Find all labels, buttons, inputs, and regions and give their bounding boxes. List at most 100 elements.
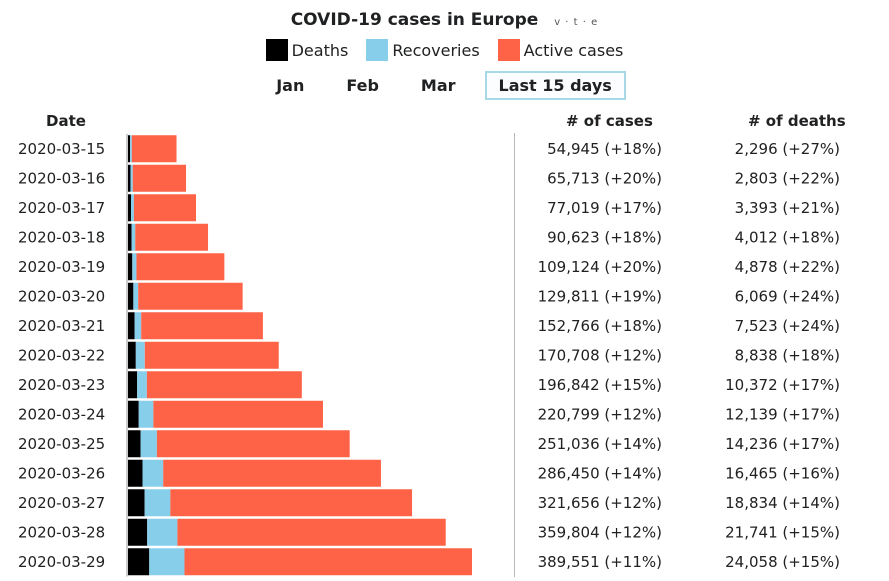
legend-label-active: Active cases — [523, 40, 624, 60]
legend-swatch-deaths — [265, 39, 288, 61]
cases-value: 152,766 (+18%) — [538, 317, 662, 335]
bar-recoveries — [138, 400, 154, 428]
date-label: 2020-03-26 — [18, 464, 105, 482]
deaths-value: 7,523 (+24%) — [735, 317, 840, 335]
legend-swatch-recoveries — [366, 39, 389, 61]
stacked-bar-chart: 2020-03-15 54,945 (+18%) 2,296 (+27%) 2020-… — [18, 134, 840, 577]
date-label: 2020-03-18 — [18, 228, 105, 246]
cases-value: 65,713 (+20%) — [547, 169, 662, 187]
bar-deaths — [128, 489, 145, 517]
bar-recoveries — [144, 489, 171, 517]
bar-deaths — [128, 282, 134, 310]
bar-recoveries — [130, 164, 133, 192]
vte-links[interactable]: v · t · e — [554, 17, 599, 28]
bar-deaths — [128, 430, 141, 458]
column-header-date: Date — [46, 112, 86, 130]
date-label: 2020-03-25 — [18, 435, 105, 453]
bar-recoveries — [149, 548, 185, 576]
bar-active-cases — [146, 371, 302, 399]
tab-mar[interactable]: Mar — [420, 76, 456, 95]
deaths-value: 10,372 (+17%) — [725, 376, 840, 394]
cases-value: 109,124 (+20%) — [538, 258, 662, 276]
tab-jan[interactable]: Jan — [276, 76, 305, 95]
bar-recoveries — [133, 282, 139, 310]
legend-swatch-active — [497, 39, 520, 61]
tab-feb[interactable]: Feb — [346, 76, 379, 95]
bar-deaths — [128, 164, 131, 192]
bar-recoveries — [135, 341, 145, 369]
bar-recoveries — [134, 312, 142, 340]
deaths-value: 4,012 (+18%) — [735, 228, 840, 246]
bar-recoveries — [147, 518, 178, 546]
bar-active-cases — [136, 253, 225, 281]
deaths-value: 12,139 (+17%) — [725, 405, 840, 423]
deaths-value: 4,878 (+22%) — [735, 258, 840, 276]
bar-recoveries — [140, 430, 157, 458]
bar-deaths — [128, 135, 131, 163]
bar-active-cases — [135, 223, 209, 251]
cases-value: 170,708 (+12%) — [538, 346, 662, 364]
bar-deaths — [128, 371, 138, 399]
cases-value: 54,945 (+18%) — [547, 140, 662, 158]
chart-title-row: COVID-19 cases in Europe v · t · e — [0, 10, 889, 30]
bar-deaths — [128, 341, 136, 369]
bar-recoveries — [137, 371, 147, 399]
bar-active-cases — [163, 459, 381, 487]
cases-value: 251,036 (+14%) — [538, 435, 662, 453]
deaths-value: 14,236 (+17%) — [725, 435, 840, 453]
cases-value: 359,804 (+12%) — [538, 523, 662, 541]
date-label: 2020-03-15 — [18, 140, 105, 158]
cases-value: 220,799 (+12%) — [538, 405, 662, 423]
bar-recoveries — [131, 223, 136, 251]
bar-active-cases — [132, 164, 187, 192]
date-label: 2020-03-21 — [18, 317, 105, 335]
bar-active-cases — [177, 518, 446, 546]
bar-deaths — [128, 223, 132, 251]
legend-label-recoveries: Recoveries — [392, 40, 480, 60]
deaths-value: 6,069 (+24%) — [735, 287, 840, 305]
bar-active-cases — [141, 312, 263, 340]
cases-value: 90,623 (+18%) — [547, 228, 662, 246]
date-label: 2020-03-17 — [18, 199, 105, 217]
deaths-value: 2,296 (+27%) — [735, 140, 840, 158]
date-label: 2020-03-22 — [18, 346, 105, 364]
cases-value: 77,019 (+17%) — [547, 199, 662, 217]
bar-active-cases — [153, 400, 323, 428]
bar-recoveries — [130, 135, 132, 163]
bar-active-cases — [133, 194, 197, 222]
deaths-value: 2,803 (+22%) — [735, 169, 840, 187]
bar-active-cases — [144, 341, 279, 369]
deaths-value: 8,838 (+18%) — [735, 346, 840, 364]
date-label: 2020-03-19 — [18, 258, 105, 276]
deaths-value: 3,393 (+21%) — [735, 199, 840, 217]
legend-item-deaths: Deaths — [265, 39, 349, 61]
date-label: 2020-03-28 — [18, 523, 105, 541]
date-label: 2020-03-24 — [18, 405, 105, 423]
bar-active-cases — [170, 489, 413, 517]
legend-item-recoveries: Recoveries — [366, 39, 480, 61]
column-divider — [514, 133, 515, 577]
bar-active-cases — [131, 135, 177, 163]
bar-recoveries — [130, 194, 134, 222]
tab-last-15-days[interactable]: Last 15 days — [484, 71, 626, 100]
chart-title: COVID-19 cases in Europe — [290, 10, 539, 30]
legend: Deaths Recoveries Active cases — [0, 39, 889, 61]
bar-deaths — [128, 518, 148, 546]
date-label: 2020-03-23 — [18, 376, 105, 394]
deaths-value: 18,834 (+14%) — [725, 494, 840, 512]
bar-deaths — [128, 253, 133, 281]
bar-deaths — [128, 459, 143, 487]
cases-value: 389,551 (+11%) — [538, 553, 662, 571]
date-label: 2020-03-20 — [18, 287, 105, 305]
deaths-value: 21,741 (+15%) — [725, 523, 840, 541]
cases-value: 196,842 (+15%) — [538, 376, 662, 394]
date-label: 2020-03-27 — [18, 494, 105, 512]
legend-label-deaths: Deaths — [291, 40, 349, 60]
cases-value: 321,656 (+12%) — [538, 494, 662, 512]
deaths-value: 24,058 (+15%) — [725, 553, 840, 571]
cases-value: 286,450 (+14%) — [538, 464, 662, 482]
column-header-deaths: # of deaths — [748, 112, 846, 130]
period-tabs: Jan Feb Mar Last 15 days — [0, 71, 889, 100]
bar-deaths — [128, 312, 135, 340]
cases-value: 129,811 (+19%) — [538, 287, 662, 305]
